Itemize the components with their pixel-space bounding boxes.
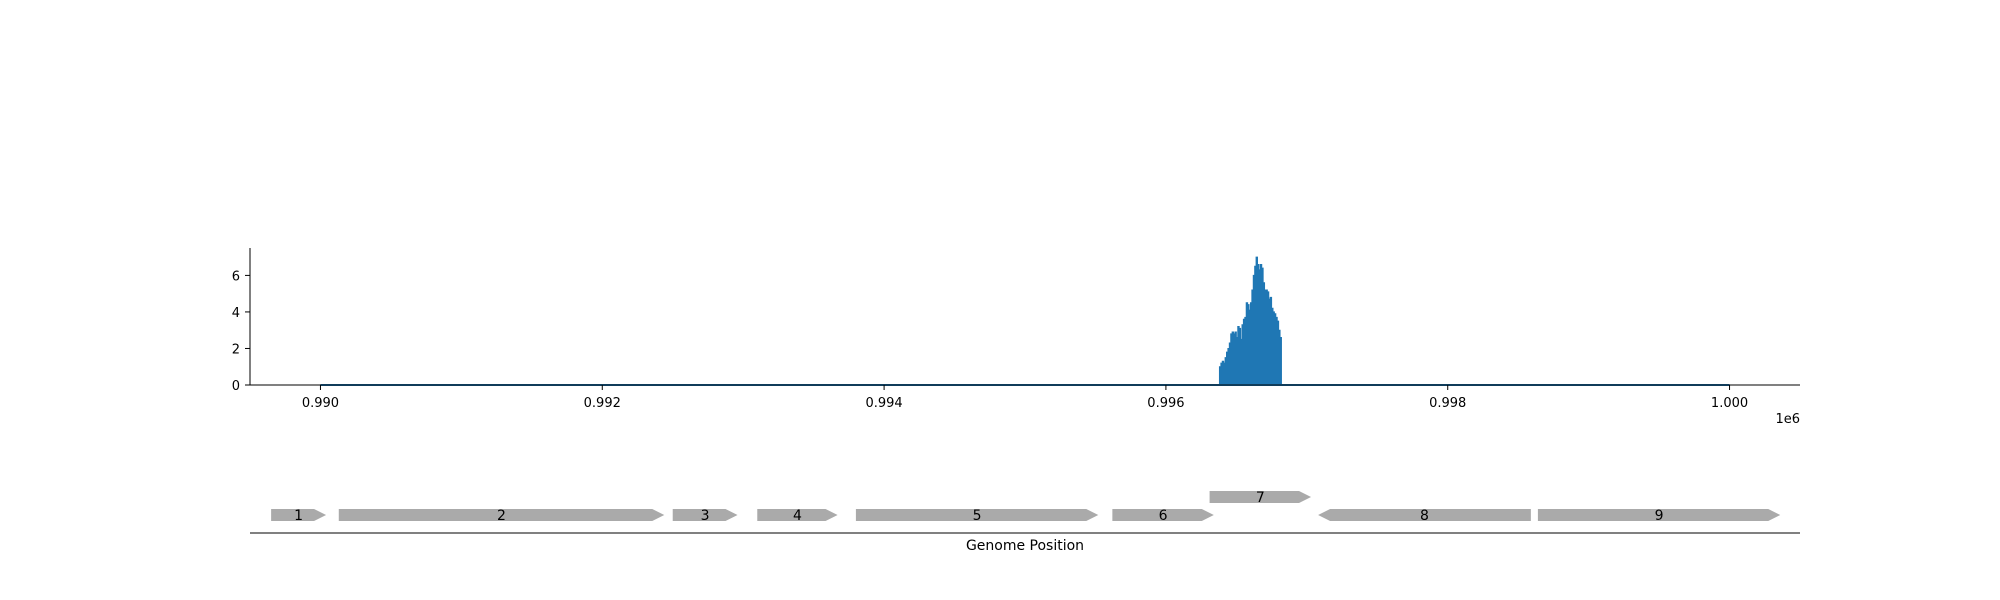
gene-label: 8 xyxy=(1420,508,1429,524)
x-axis-multiplier-label: 1e6 xyxy=(1775,412,1800,427)
x-tick-label: 0.992 xyxy=(584,396,621,411)
x-tick-label: 1.000 xyxy=(1711,396,1748,411)
gene-arrow xyxy=(1112,509,1214,521)
y-axis-ticks: 0 2 4 6 xyxy=(232,269,250,394)
y-tick-label: 0 xyxy=(232,379,240,394)
gene-track-axis-title: Genome Position xyxy=(966,538,1084,554)
gene-label: 5 xyxy=(973,508,982,524)
gene-label: 3 xyxy=(701,508,710,524)
gene-label: 9 xyxy=(1655,508,1664,524)
gene-label: 6 xyxy=(1159,508,1168,524)
gene-arrow xyxy=(271,509,327,521)
y-tick-label: 4 xyxy=(232,306,240,321)
x-axis-ticks: 0.990 0.992 0.994 0.996 0.998 1.000 xyxy=(302,385,1748,411)
gene-label: 2 xyxy=(497,508,506,524)
gene-label: 4 xyxy=(793,508,802,524)
gene-label: 7 xyxy=(1256,490,1265,506)
gene-arrows: 1 2 3 4 5 6 7 8 9 xyxy=(271,490,1781,524)
x-tick-label: 0.996 xyxy=(1147,396,1184,411)
gene-arrow xyxy=(1209,491,1312,503)
coverage-plot: 0.990 0.992 0.994 0.996 0.998 1.000 0 2 4 6 1e6 xyxy=(232,248,1800,427)
gene-arrow xyxy=(1537,509,1781,521)
coverage-series-area xyxy=(1218,256,1286,386)
gene-track: 1 2 3 4 5 6 7 8 9 Genome Position xyxy=(250,490,1800,554)
gene-arrow xyxy=(338,509,665,521)
gene-arrow xyxy=(855,509,1099,521)
gene-label: 1 xyxy=(294,508,303,524)
y-tick-label: 2 xyxy=(232,342,240,357)
coverage-area-layer xyxy=(1218,256,1286,386)
x-tick-label: 0.994 xyxy=(865,396,902,411)
gene-arrow xyxy=(757,509,838,521)
y-tick-label: 6 xyxy=(232,269,240,284)
x-tick-label: 0.990 xyxy=(302,396,339,411)
gene-arrow xyxy=(1318,509,1531,521)
gene-arrow xyxy=(672,509,738,521)
x-tick-label: 0.998 xyxy=(1429,396,1466,411)
